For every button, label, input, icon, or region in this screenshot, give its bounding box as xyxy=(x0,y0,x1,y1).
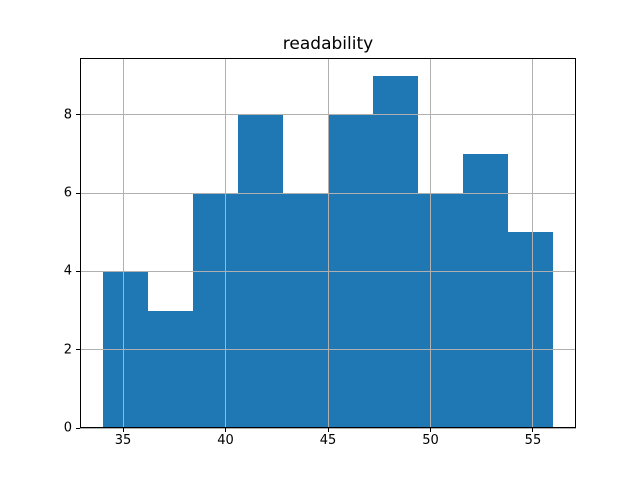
y-tick-label: 8 xyxy=(63,107,72,123)
y-gridline xyxy=(80,349,576,351)
histogram-bar xyxy=(282,193,328,428)
x-gridline xyxy=(327,58,329,428)
x-tick-mark xyxy=(429,428,431,432)
y-tick-label: 0 xyxy=(63,420,72,436)
x-tick-label: 40 xyxy=(217,433,234,448)
chart-title: readability xyxy=(282,34,374,54)
y-tick-mark xyxy=(76,192,80,194)
x-gridline xyxy=(532,58,534,428)
y-tick-label: 6 xyxy=(63,185,72,201)
histogram-bar xyxy=(418,193,464,428)
x-tick-label: 35 xyxy=(114,433,132,448)
x-gridline xyxy=(429,58,431,428)
y-gridline xyxy=(80,114,576,116)
y-gridline xyxy=(80,192,576,194)
histogram-bar xyxy=(373,75,419,428)
x-tick-mark xyxy=(532,428,534,432)
histogram-bar xyxy=(147,310,193,428)
histogram-bar xyxy=(192,193,238,428)
x-tick-mark xyxy=(327,428,329,432)
x-gridline xyxy=(122,58,124,428)
x-tick-label: 55 xyxy=(524,433,542,448)
x-tick-mark xyxy=(122,428,124,432)
y-tick-label: 4 xyxy=(63,263,72,279)
x-tick-mark xyxy=(225,428,227,432)
y-gridline xyxy=(80,270,576,272)
plot-area: 35 40 45 50 55 0 2 4 6 8 xyxy=(64,58,576,447)
x-gridline xyxy=(225,58,227,428)
y-tick-mark xyxy=(76,427,80,429)
y-tick-mark xyxy=(76,114,80,116)
histogram-bar xyxy=(508,232,554,428)
axes-frame xyxy=(80,58,576,428)
y-tick-label: 2 xyxy=(63,342,72,358)
y-tick-mark xyxy=(76,270,80,272)
x-tick-label: 45 xyxy=(319,433,337,448)
y-tick-mark xyxy=(76,349,80,351)
x-tick-label: 50 xyxy=(422,433,439,448)
histogram-bar xyxy=(463,153,509,428)
